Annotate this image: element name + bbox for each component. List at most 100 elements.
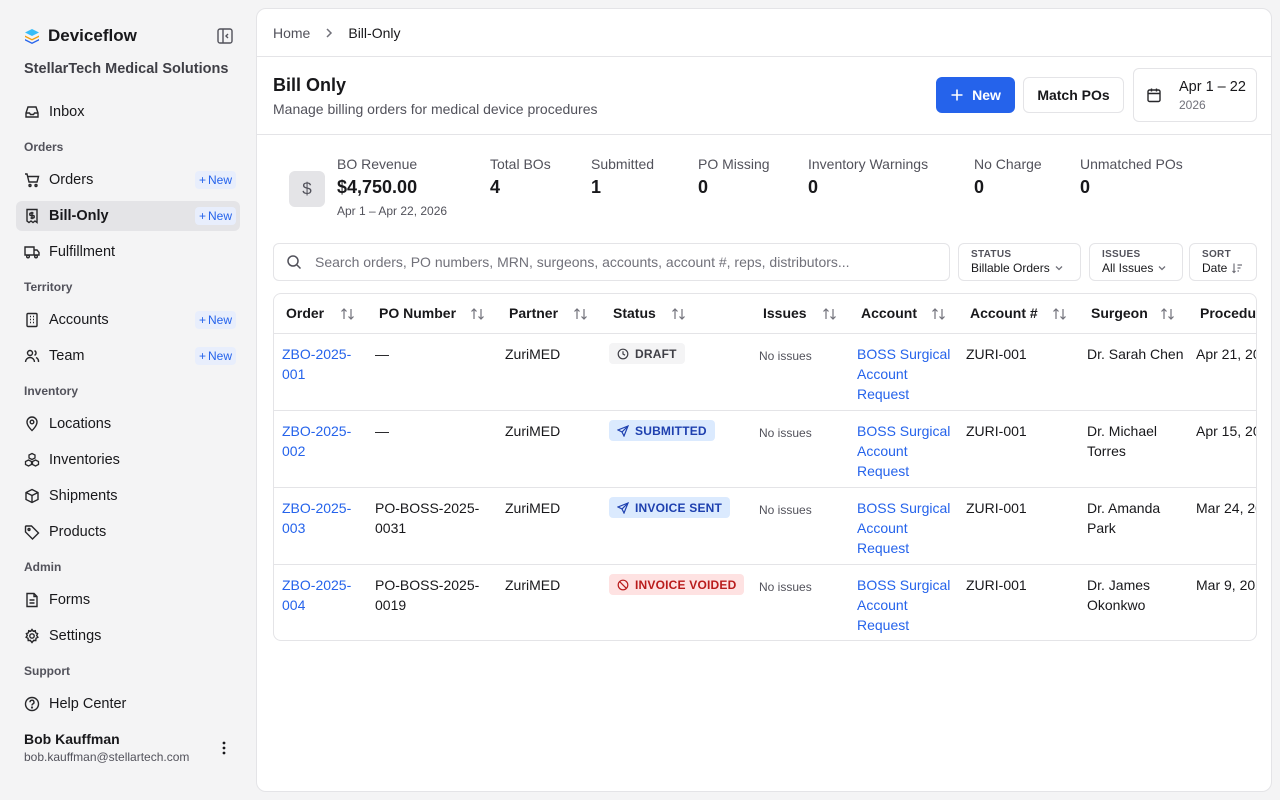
ban-icon <box>617 579 629 591</box>
main-panel: Home Bill-Only Bill Only Manage billing … <box>256 8 1272 792</box>
date-range-picker[interactable]: Apr 1 – 22 2026 <box>1133 68 1257 122</box>
po-number-cell: — <box>375 346 389 362</box>
col-account[interactable]: Account <box>861 305 917 321</box>
status-badge: DRAFT <box>609 343 685 364</box>
clock-icon <box>617 348 629 360</box>
issues-cell: No issues <box>759 349 812 363</box>
sidebar-collapse-icon[interactable] <box>216 27 234 45</box>
plus-icon: + <box>198 349 206 363</box>
order-link[interactable]: ZBO-2025- 003 <box>282 500 352 536</box>
sidebar-item-products[interactable]: Products <box>16 517 240 547</box>
more-vertical-icon[interactable] <box>216 740 232 756</box>
order-link[interactable]: ZBO-2025- 004 <box>282 577 352 613</box>
breadcrumb-home[interactable]: Home <box>273 25 311 41</box>
sort-icon[interactable] <box>822 307 837 321</box>
sidebar-item-forms[interactable]: Forms <box>16 585 240 615</box>
col-partner[interactable]: Partner <box>509 305 559 321</box>
stat-po-missing: PO Missing 0 <box>698 156 770 197</box>
issues-filter[interactable]: ISSUES All Issues <box>1089 243 1183 281</box>
sort-icon[interactable] <box>1052 307 1067 321</box>
orders-new-button[interactable]: + New <box>194 171 236 189</box>
table-row[interactable]: ZBO-2025- 003 PO-BOSS-2025- 0031 ZuriMED I… <box>274 488 1256 565</box>
account-link[interactable]: BOSS Surgical Account Request <box>857 577 951 633</box>
procedure-date-cell: Apr 15, 2026 <box>1196 423 1256 439</box>
stat-inventory-warnings: Inventory Warnings 0 <box>808 156 929 197</box>
table-row[interactable]: ZBO-2025- 002 — ZuriMED SUBMITTED No issu… <box>274 411 1256 488</box>
sidebar-item-inbox[interactable]: Inbox <box>16 97 240 127</box>
account-link[interactable]: BOSS Surgical Account Request <box>857 423 951 479</box>
sidebar-item-shipments[interactable]: Shipments <box>16 481 240 511</box>
accounts-new-button[interactable]: + New <box>194 311 236 329</box>
match-pos-button[interactable]: Match POs <box>1023 77 1124 113</box>
col-status[interactable]: Status <box>613 305 656 321</box>
search-bar <box>273 243 950 281</box>
brand[interactable]: Deviceflow <box>24 26 137 46</box>
table-row[interactable]: ZBO-2025- 001 — ZuriMED DRAFT No issues B… <box>274 334 1256 411</box>
sidebar-item-label: Shipments <box>49 488 118 504</box>
sort-filter[interactable]: SORT Date <box>1189 243 1257 281</box>
calendar-icon <box>1146 87 1162 103</box>
nav-section-admin: Admin <box>24 560 62 574</box>
stat-submitted: Submitted 1 <box>591 156 655 197</box>
sidebar-item-label: Bill-Only <box>49 208 109 224</box>
sidebar-item-help-center[interactable]: Help Center <box>16 689 240 719</box>
stat-bo-revenue: BO Revenue $4,750.00 Apr 1 – Apr 22, 202… <box>337 156 448 218</box>
account-number-cell: ZURI-001 <box>966 423 1027 439</box>
sort-icon[interactable] <box>931 307 946 321</box>
sidebar-item-orders[interactable]: Orders + New <box>16 165 240 195</box>
account-link[interactable]: BOSS Surgical Account Request <box>857 346 951 402</box>
sidebar-item-bill-only[interactable]: Bill-Only + New <box>16 201 240 231</box>
new-bill-only-button[interactable]: New <box>936 77 1015 113</box>
sidebar-item-settings[interactable]: Settings <box>16 621 240 651</box>
user-name[interactable]: Bob Kauffman <box>24 731 120 747</box>
col-po-number[interactable]: PO Number <box>379 305 457 321</box>
col-surgeon[interactable]: Surgeon <box>1091 305 1148 321</box>
order-link[interactable]: ZBO-2025- 001 <box>282 346 352 382</box>
plus-icon: + <box>198 209 206 223</box>
search-input[interactable] <box>315 254 935 270</box>
send-icon <box>617 501 629 514</box>
col-procedure-date[interactable]: Procedure Date <box>1200 305 1257 321</box>
surgeon-cell: Dr. Sarah Chen <box>1087 346 1184 362</box>
sidebar-item-accounts[interactable]: Accounts + New <box>16 305 240 335</box>
account-number-cell: ZURI-001 <box>966 346 1027 362</box>
org-name[interactable]: StellarTech Medical Solutions <box>24 61 229 77</box>
chevron-down-icon <box>1054 263 1064 273</box>
po-number-cell: PO-BOSS-2025- 0019 <box>375 577 480 613</box>
sidebar-item-locations[interactable]: Locations <box>16 409 240 439</box>
table-row[interactable]: ZBO-2025- 004 PO-BOSS-2025- 0019 ZuriMED I… <box>274 565 1256 640</box>
table-header: Order PO Number Partner Status Issues Ac… <box>274 294 1256 334</box>
status-filter[interactable]: STATUS Billable Orders <box>958 243 1081 281</box>
issues-cell: No issues <box>759 580 812 594</box>
sort-icon[interactable] <box>340 307 355 321</box>
account-link[interactable]: BOSS Surgical Account Request <box>857 500 951 556</box>
col-order[interactable]: Order <box>286 305 325 321</box>
sidebar-item-team[interactable]: Team + New <box>16 341 240 371</box>
order-link[interactable]: ZBO-2025- 002 <box>282 423 352 459</box>
partner-cell: ZuriMED <box>505 577 561 593</box>
col-issues[interactable]: Issues <box>763 305 807 321</box>
sidebar-item-label: Help Center <box>49 696 127 712</box>
col-account-number[interactable]: Account # <box>970 305 1038 321</box>
sort-icon[interactable] <box>470 307 485 321</box>
gear-icon <box>24 628 40 644</box>
chevron-down-icon <box>1157 263 1167 273</box>
sort-icon[interactable] <box>573 307 588 321</box>
sidebar-item-label: Forms <box>49 592 91 608</box>
procedure-date-cell: Mar 9, 2026 <box>1196 577 1256 593</box>
sidebar-item-label: Products <box>49 524 107 540</box>
chevron-right-icon <box>322 26 336 40</box>
sidebar-item-label: Locations <box>49 416 112 432</box>
sidebar-item-inventories[interactable]: Inventories <box>16 445 240 475</box>
bill-only-new-button[interactable]: + New <box>194 207 236 225</box>
team-new-button[interactable]: + New <box>194 347 236 365</box>
sort-icon[interactable] <box>671 307 686 321</box>
help-circle-icon <box>24 696 40 712</box>
page-subtitle: Manage billing orders for medical device… <box>273 101 598 117</box>
sidebar-item-label: Accounts <box>49 312 109 328</box>
sort-icon[interactable] <box>1160 307 1175 321</box>
sidebar-item-fulfillment[interactable]: Fulfillment <box>16 237 240 267</box>
partner-cell: ZuriMED <box>505 346 561 362</box>
date-range-year: 2026 <box>1179 98 1206 112</box>
breadcrumb: Home Bill-Only <box>273 25 400 41</box>
